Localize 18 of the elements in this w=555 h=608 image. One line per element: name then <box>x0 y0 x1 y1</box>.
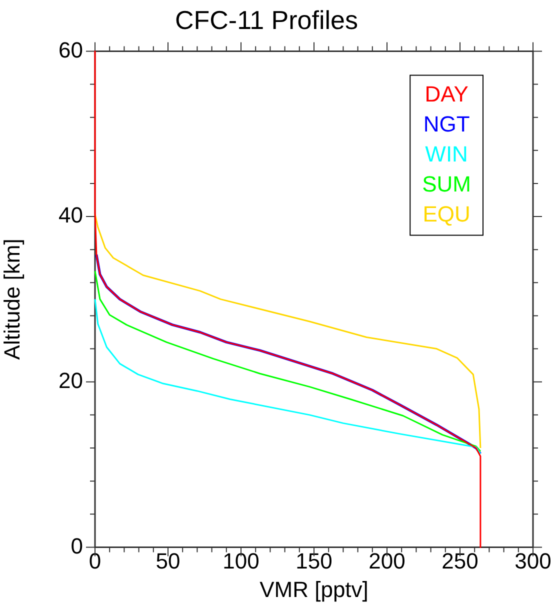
y-tick-label: 20 <box>58 368 83 393</box>
y-tick-label: 60 <box>58 37 83 62</box>
text: SUM <box>422 171 471 196</box>
x-tick-label: 100 <box>222 548 260 574</box>
x-tick-label: 50 <box>156 548 180 574</box>
x-tick-label: 250 <box>442 548 478 574</box>
text: WIN <box>425 141 468 166</box>
text: NGT <box>423 111 470 136</box>
y-tick-label: 40 <box>58 202 83 228</box>
y-axis-title: Altitude [km] <box>0 238 24 360</box>
text: EQU <box>422 201 470 226</box>
x-tick-label: 0 <box>88 548 102 574</box>
x-tick-label: 200 <box>368 548 406 574</box>
x-tick-label: 150 <box>296 548 332 574</box>
x-axis-title: VMR [pptv] <box>260 576 368 602</box>
x-tick-label: 300 <box>514 548 552 574</box>
chart-title: CFC-11 Profiles <box>174 4 358 35</box>
text: DAY <box>424 81 469 106</box>
